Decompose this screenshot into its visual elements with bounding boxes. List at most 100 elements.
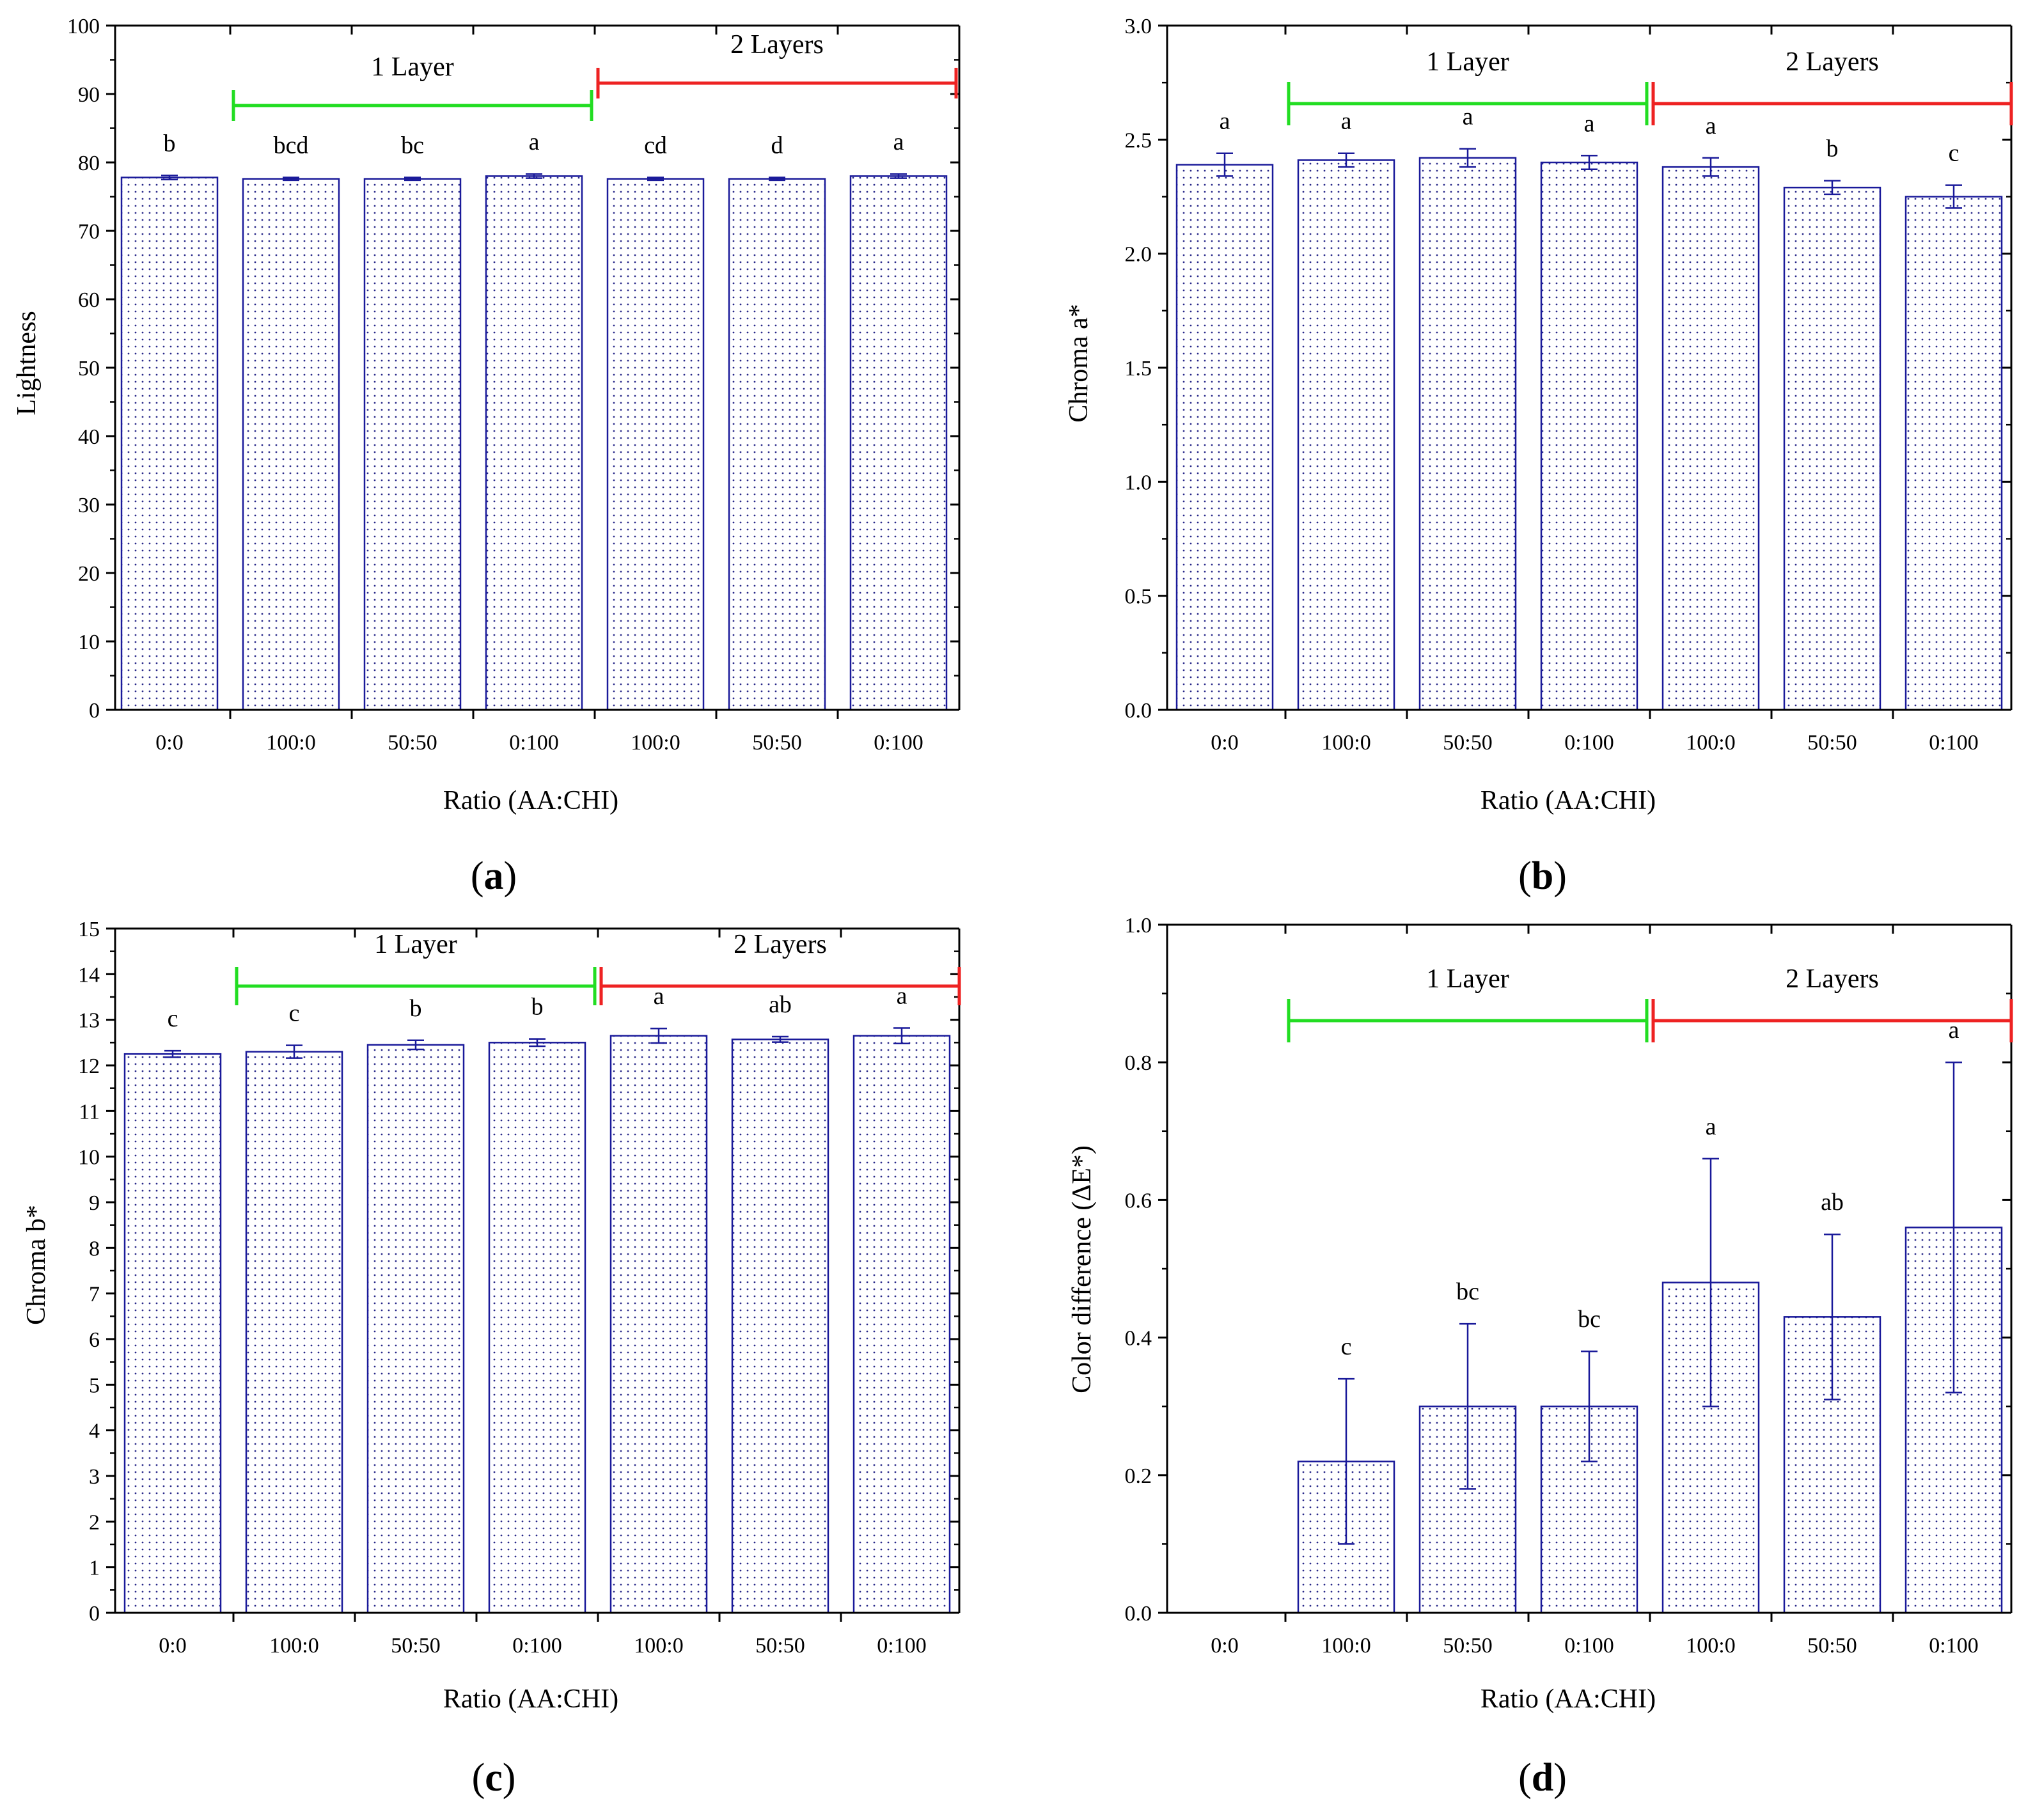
panel-c-ytick-label-9: 9 [89,1191,100,1215]
panel-a-letter-4: cd [644,132,667,159]
panel-b-xlabel: Ratio (AA:CHI) [1480,786,1656,815]
panel-d-ytick-label-4: 0.8 [1125,1051,1152,1075]
panel-a-letter-5: d [771,132,783,159]
panel-d-letter-4: a [1706,1113,1716,1140]
panel-c-ytick-label-14: 14 [78,963,100,987]
panel-b-bar-1 [1297,159,1395,711]
panel-d-xlabel: Ratio (AA:CHI) [1480,1684,1656,1714]
panel-c-letter-1: c [289,1000,300,1027]
panel-b-ytick-label-0: 0.0 [1125,699,1152,723]
panel-c-ytick-label-1: 1 [89,1557,100,1580]
svg-text:(a): (a) [471,854,517,898]
panel-c-letter-5: ab [769,991,792,1018]
panel-b-letter-1: a [1341,108,1352,135]
panel-c-ytick-label-3: 3 [89,1465,100,1489]
panel-b-letter-6: c [1949,140,1959,167]
panel-c-bar-2 [366,1044,465,1614]
panel-a-bar-2 [363,178,462,711]
panel-b-xtick-label-2: 50:50 [1443,731,1492,755]
panel-b-bar-3 [1540,161,1638,711]
panel-c-letter-4: a [654,983,664,1010]
panel-d-ytick-label-1: 0.2 [1125,1464,1152,1488]
panel-d-xtick-label-0: 0:0 [1211,1634,1238,1658]
panel-b-letter-4: a [1706,113,1716,139]
panel-b-xtick-label-3: 0:100 [1564,731,1614,755]
panel-c-letter: c [485,1756,503,1800]
panel-d-letter-1: c [1341,1333,1352,1360]
panel-d-xtick-label-5: 50:50 [1807,1634,1857,1658]
panel-b-xtick-label-6: 0:100 [1929,731,1978,755]
panel-c-ytick-label-15: 15 [78,918,100,941]
panel-c-ytick-label-0: 0 [89,1602,100,1626]
panel-caption-c: (c) [472,1756,516,1800]
panel-a-letter-2: bc [401,132,424,159]
panel-b-xtick-label-5: 50:50 [1807,731,1857,755]
panel-a-ytick-label-1: 10 [78,631,100,654]
panel-c-ytick-label-6: 6 [89,1328,100,1352]
panel-b: Chroma a* Ratio (AA:CHI) a a a a a b c 0.0 0.5 1.… [1064,15,2013,815]
panel-c-letter-6: a [897,983,907,1010]
panel-a-bar-5 [728,178,826,711]
panel-c-ytick-label-11: 11 [79,1100,100,1124]
panel-d-letter-3: bc [1578,1306,1601,1333]
panel-a-ytick-label-7: 70 [78,220,100,244]
panel-a-bar-3 [485,175,583,711]
panel-c-ytick-label-2: 2 [89,1510,100,1534]
panel-b-group-1-label: 2 Layers [1786,47,1879,77]
panel-caption-d: (d) [1518,1756,1567,1800]
panel-d-ytick-label-0: 0.0 [1125,1602,1152,1626]
panel-b-xtick-label-1: 100:0 [1321,731,1370,755]
panel-c-group-0-label: 1 Layer [374,930,457,959]
panel-d-xtick-label-2: 50:50 [1443,1634,1492,1658]
panel-d-xtick-label-1: 100:0 [1321,1634,1370,1658]
panel-caption-b: (b) [1518,854,1567,898]
panel-c-xlabel: Ratio (AA:CHI) [443,1684,618,1714]
panel-c-ylabel: Chroma b* [22,1205,51,1325]
panel-a-bar-6 [849,175,948,711]
panel-b-group-0-label: 1 Layer [1426,47,1509,77]
panel-a-ytick-label-5: 50 [78,357,100,380]
panel-b-ylabel: Chroma a* [1064,304,1094,422]
panel-a-ylabel: Lightness [12,311,42,415]
panel-c-ytick-label-8: 8 [89,1237,100,1260]
panel-b-bar-4 [1661,166,1760,711]
panel-a-bar-1 [242,178,340,711]
panel-c-ytick-label-7: 7 [89,1283,100,1306]
panel-c-bar-6 [852,1035,951,1614]
panel-a-xtick-label-2: 50:50 [388,731,437,755]
panel-a-ytick-label-0: 0 [89,699,100,723]
panel-c: Chroma b* Ratio (AA:CHI) c c b b a ab a0123456… [22,918,961,1714]
svg-text:(b): (b) [1518,854,1567,898]
panel-b-ytick-label-4: 2.0 [1125,243,1152,267]
panel-a-ytick-label-8: 80 [78,152,100,175]
panel-c-ytick-label-10: 10 [78,1146,100,1170]
panel-a: Lightness Ratio (AA:CHI) b bcd bc a cd d a 0 10 2… [12,15,961,815]
panel-a-xtick-label-6: 0:100 [874,731,923,755]
panel-a-xtick-label-0: 0:0 [155,731,183,755]
panel-d-ylabel: Color difference (ΔE*) [1067,1145,1097,1393]
panel-b-ytick-label-6: 3.0 [1125,15,1152,38]
panel-b-ytick-label-2: 1.0 [1125,471,1152,494]
panel-c-group-1-label: 2 Layers [734,930,827,959]
panel-d-xtick-label-3: 0:100 [1564,1634,1614,1658]
panel-b-ytick-label-5: 2.5 [1125,129,1152,152]
panel-a-letter-6: a [893,129,904,155]
panel-b-bar-0 [1175,164,1274,711]
panel-c-xtick-label-5: 50:50 [755,1634,805,1658]
panel-c-xtick-label-2: 50:50 [391,1634,440,1658]
panel-d-ytick-label-2: 0.4 [1125,1327,1152,1351]
panel-b-xtick-label-0: 0:0 [1211,731,1238,755]
panel-a-letter-3: a [529,129,540,155]
panel-b-bar-5 [1783,186,1881,711]
svg-text:(d): (d) [1518,1756,1567,1800]
panel-c-ytick-label-5: 5 [89,1374,100,1397]
panel-c-xtick-label-0: 0:0 [159,1634,186,1658]
panel-a-group-1-label: 2 Layers [730,30,824,59]
panel-c-xtick-label-3: 0:100 [512,1634,561,1658]
panel-c-letter-3: b [531,994,544,1021]
panel-a-xtick-label-5: 50:50 [752,731,801,755]
panel-b-xtick-label-4: 100:0 [1686,731,1735,755]
panel-a-bar-4 [606,178,705,711]
panel-d-ytick-label-5: 1.0 [1125,914,1152,937]
panel-a-xlabel: Ratio (AA:CHI) [443,786,618,815]
